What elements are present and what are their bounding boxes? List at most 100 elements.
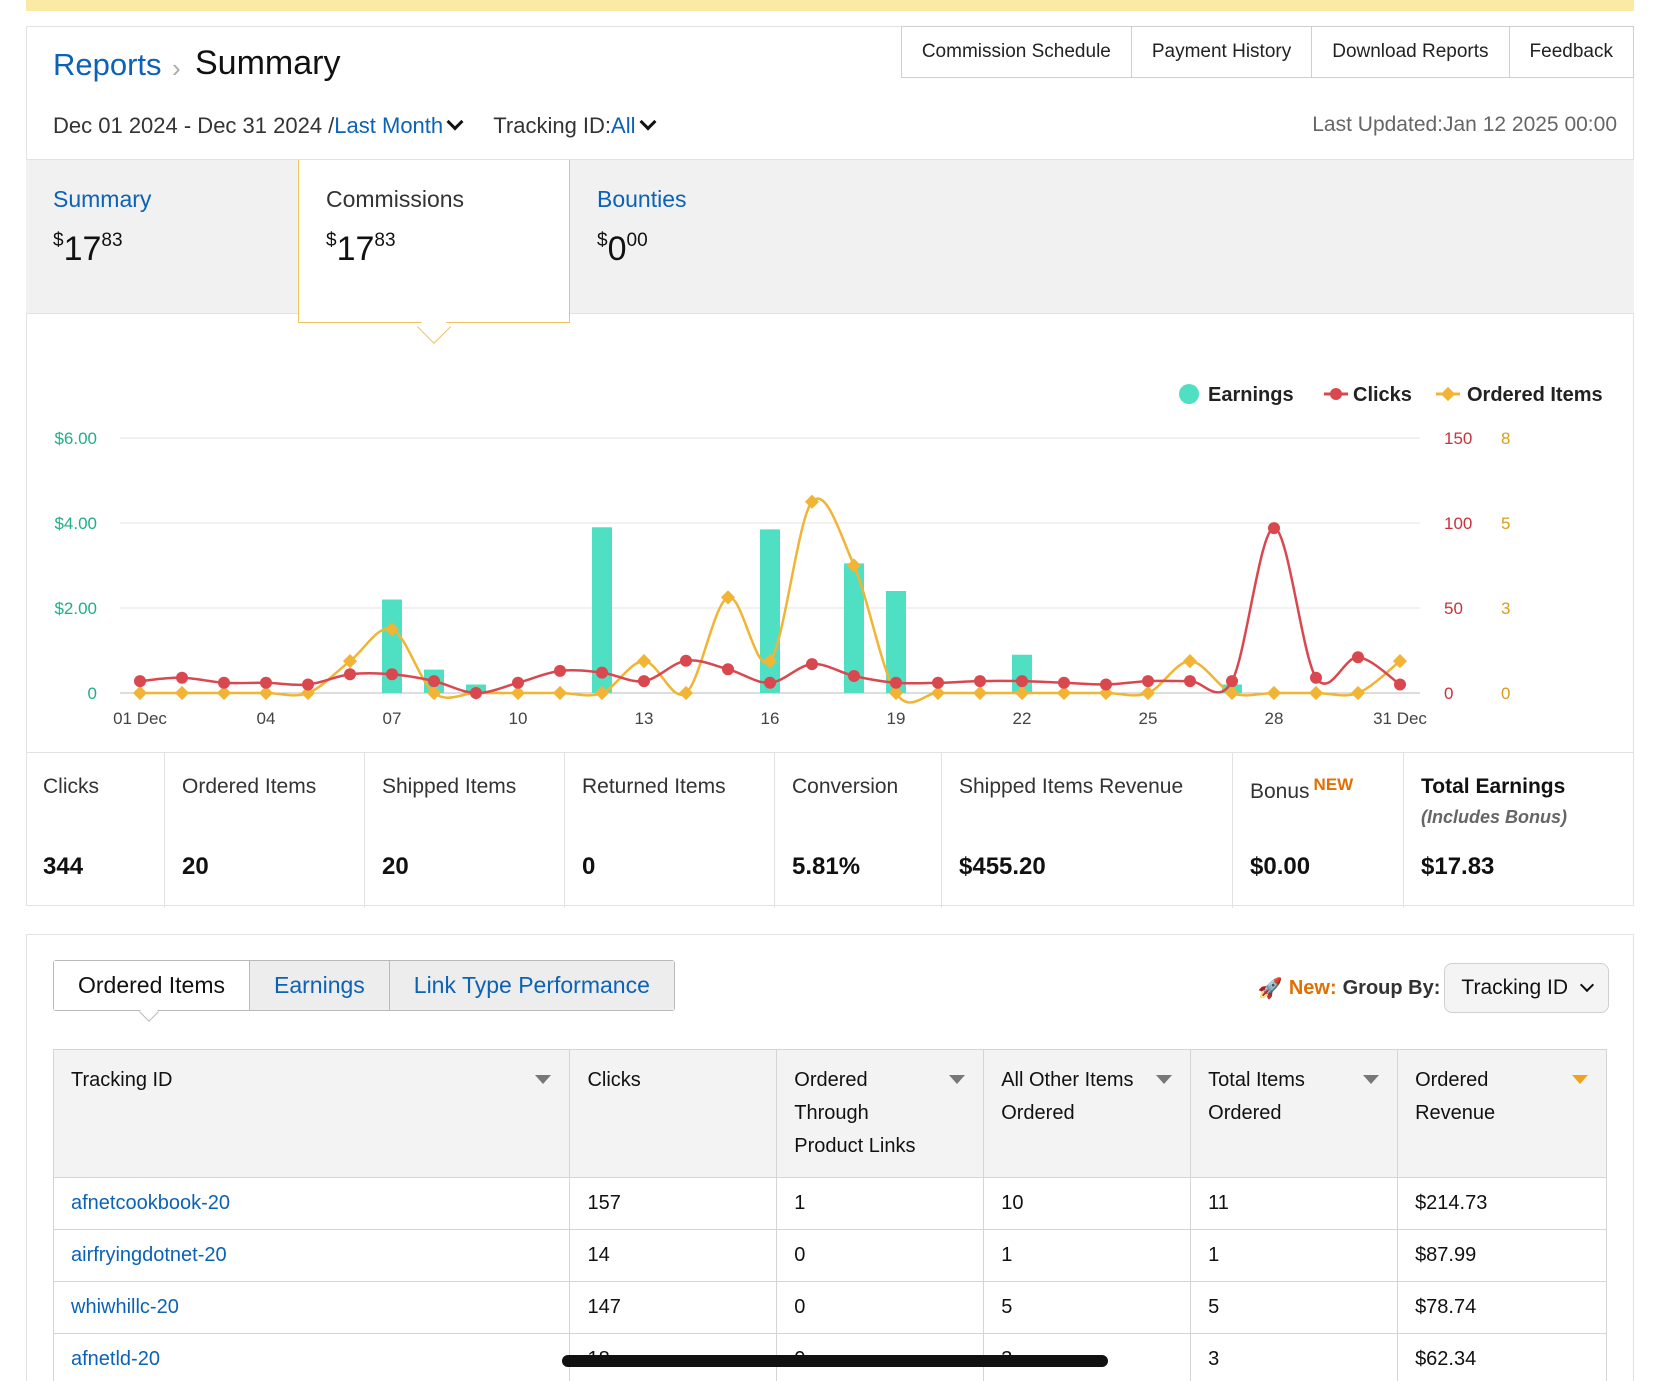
tab-commissions[interactable]: Commissions $1783 xyxy=(298,160,570,323)
metric-total-earnings: Total Earnings (Includes Bonus) $17.83 xyxy=(1404,753,1634,908)
metrics-row: Clicks 344 Ordered Items 20 Shipped Item… xyxy=(26,752,1634,908)
tracking-id-link[interactable]: afnetcookbook-20 xyxy=(52,1177,571,1230)
ordered-items-point xyxy=(1182,654,1198,669)
col-total-items-ordered[interactable]: Total Items Ordered xyxy=(1190,1049,1399,1178)
clicks-point xyxy=(1394,678,1406,691)
cell-total-items: 11 xyxy=(1190,1177,1399,1230)
metric-label: Clicks xyxy=(43,775,99,798)
metric-clicks: Clicks 344 xyxy=(26,753,165,908)
report-subtabs: Ordered Items Earnings Link Type Perform… xyxy=(53,960,675,1011)
metric-bonus: Bonus NEW $0.00 xyxy=(1233,753,1404,908)
clicks-point xyxy=(722,663,734,676)
metric-value: 20 xyxy=(382,853,409,880)
sort-arrow-icon[interactable] xyxy=(1572,1075,1588,1084)
tab-summary-label: Summary xyxy=(53,186,152,212)
table-row: afnetcookbook-20 157 1 10 11 $214.73 xyxy=(52,1177,1607,1230)
group-by-label: Group By: xyxy=(1342,976,1441,999)
ordered-items-point xyxy=(342,654,358,669)
earnings-bar xyxy=(760,529,780,693)
y-right-ordered-tick-label: 8 xyxy=(1501,429,1510,448)
sort-arrow-icon[interactable] xyxy=(1363,1075,1380,1084)
cell-other-items: 10 xyxy=(983,1177,1192,1230)
metric-value: 344 xyxy=(43,853,84,880)
x-tick-label: 04 xyxy=(257,709,276,728)
table-row: afnetld-20 18 0 3 3 $62.34 xyxy=(52,1333,1607,1381)
clicks-point xyxy=(806,658,818,671)
col-ordered-through-product-links[interactable]: Ordered Through Product Links xyxy=(776,1049,985,1178)
x-tick-label: 25 xyxy=(1139,709,1158,728)
clicks-point xyxy=(1016,675,1028,688)
metric-ordered-items: Ordered Items 20 xyxy=(165,753,365,908)
tracking-id-link[interactable]: airfryingdotnet-20 xyxy=(52,1229,571,1282)
home-indicator xyxy=(562,1355,1108,1367)
sort-arrow-icon[interactable] xyxy=(1156,1075,1173,1084)
ordered-items-line xyxy=(140,497,1401,704)
subtab-ordered-items[interactable]: Ordered Items xyxy=(54,961,249,1010)
cell-ordered-through-links: 1 xyxy=(776,1177,985,1230)
col-tracking-id[interactable]: Tracking ID xyxy=(52,1049,571,1178)
chevron-down-icon xyxy=(446,113,464,131)
ordered-items-card: Ordered Items Earnings Link Type Perform… xyxy=(26,934,1634,1381)
tab-summary[interactable]: Summary $1783 xyxy=(26,160,298,315)
sort-arrow-icon[interactable] xyxy=(535,1075,552,1084)
date-preset-dropdown[interactable]: Last Month xyxy=(334,113,464,138)
top-banner xyxy=(26,0,1634,11)
metric-value: $455.20 xyxy=(959,853,1046,880)
group-by-select[interactable]: Tracking ID xyxy=(1444,963,1609,1013)
ordered-items-point xyxy=(174,685,190,701)
commission-schedule-link[interactable]: Commission Schedule xyxy=(902,27,1132,77)
tab-commissions-label: Commissions xyxy=(326,186,465,212)
cell-ordered-through-links: 0 xyxy=(776,1229,985,1282)
report-links-bar: Commission Schedule Payment History Down… xyxy=(900,26,1634,78)
ordered-items-point xyxy=(1056,685,1072,701)
ordered-items-point xyxy=(552,685,568,701)
reports-summary-card: Reports › Summary Commission Schedule Pa… xyxy=(26,26,1634,908)
col-all-other-items-ordered[interactable]: All Other Items Ordered xyxy=(983,1049,1192,1178)
earnings-chart: 0 $2.00 $4.00 $6.00 0 50 100 150 0 3 5 8 01 Dec 04 07 1… xyxy=(54,384,1603,728)
col-ordered-revenue[interactable]: Ordered Revenue xyxy=(1397,1049,1607,1178)
table-row: airfryingdotnet-20 14 0 1 1 $87.99 xyxy=(52,1229,1607,1282)
earnings-bar xyxy=(382,599,402,693)
y-left-tick-label: $2.00 xyxy=(54,599,97,618)
breadcrumb-separator: › xyxy=(172,53,181,83)
bounties-amount: $000 xyxy=(597,230,648,268)
tracking-id-link[interactable]: whiwhillc-20 xyxy=(52,1281,571,1334)
x-tick-label: 13 xyxy=(635,709,654,728)
sort-arrow-icon[interactable] xyxy=(949,1075,966,1084)
ordered-items-point xyxy=(132,685,148,701)
x-tick-label: 28 xyxy=(1265,709,1284,728)
cell-revenue: $62.34 xyxy=(1397,1333,1607,1381)
metric-value: $0.00 xyxy=(1250,853,1311,880)
tracking-id-dropdown[interactable]: All xyxy=(611,113,656,138)
ordered-items-point xyxy=(762,654,778,669)
x-tick-label: 01 Dec xyxy=(113,709,167,728)
earnings-bar xyxy=(886,591,906,693)
ordered-items-point xyxy=(1014,685,1030,701)
metric-label: Shipped Items Revenue xyxy=(959,775,1184,798)
tab-bounties[interactable]: Bounties $000 xyxy=(570,160,842,315)
subtab-earnings[interactable]: Earnings xyxy=(249,961,389,1010)
payment-history-link[interactable]: Payment History xyxy=(1132,27,1313,77)
clicks-point xyxy=(134,675,146,688)
breadcrumb-reports-link[interactable]: Reports xyxy=(53,47,162,82)
metric-conversion: Conversion 5.81% xyxy=(775,753,942,908)
download-reports-link[interactable]: Download Reports xyxy=(1312,27,1510,77)
metric-value: 20 xyxy=(182,853,209,880)
chevron-down-icon xyxy=(639,113,656,131)
tracking-id-link[interactable]: afnetld-20 xyxy=(52,1333,571,1381)
col-clicks[interactable]: Clicks xyxy=(569,1049,778,1178)
feedback-link[interactable]: Feedback xyxy=(1510,27,1634,77)
y-left-tick-label: $6.00 xyxy=(54,429,97,448)
tracking-id-value: All xyxy=(611,113,636,138)
metric-label: Shipped Items xyxy=(382,775,517,798)
ordered-items-point xyxy=(1350,685,1366,701)
metric-value: $17.83 xyxy=(1421,853,1495,880)
legend-ordered-label: Ordered Items xyxy=(1467,384,1603,406)
group-by-value: Tracking ID xyxy=(1461,976,1568,999)
clicks-point xyxy=(1226,675,1238,688)
y-left-tick-label: 0 xyxy=(88,684,97,703)
ordered-items-point xyxy=(720,590,736,605)
subtab-link-type-performance[interactable]: Link Type Performance xyxy=(388,961,674,1010)
ordered-items-point xyxy=(216,685,232,701)
